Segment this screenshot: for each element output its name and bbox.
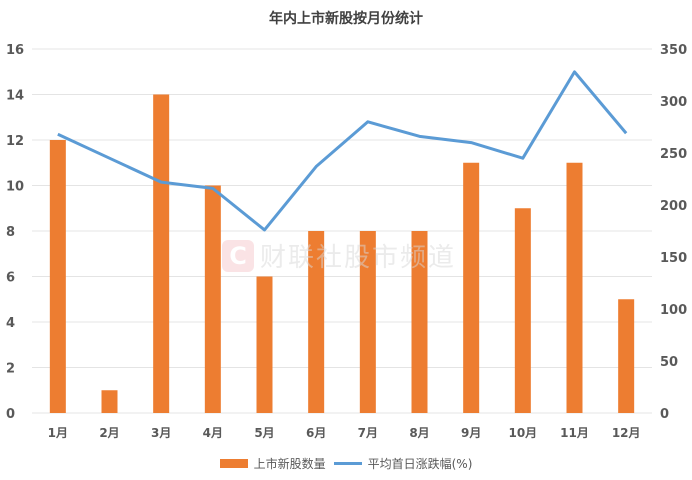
watermark: C 财联社股市频道 — [222, 237, 456, 274]
right-axis-ticks: 0 50 100 150 200 250 300 350 — [660, 43, 687, 422]
right-tick-label: 50 — [660, 355, 678, 370]
line-swatch-icon — [333, 462, 362, 465]
right-tick-label: 100 — [660, 303, 687, 318]
chart-title: 年内上市新股按月份统计 — [269, 11, 423, 27]
right-tick-label: 300 — [660, 95, 687, 110]
legend-line-label: 平均首日涨跌幅(%) — [367, 457, 473, 471]
x-tick-label: 11月 — [560, 426, 589, 440]
left-tick-label: 12 — [6, 134, 24, 149]
left-tick-label: 10 — [6, 180, 24, 195]
bar[interactable] — [101, 390, 118, 413]
left-tick-label: 16 — [6, 43, 24, 58]
left-tick-label: 8 — [6, 225, 15, 240]
right-tick-label: 200 — [660, 199, 687, 214]
bar[interactable] — [49, 140, 66, 413]
left-axis-ticks: 0 2 4 6 8 10 12 14 16 — [6, 43, 24, 422]
bar[interactable] — [359, 231, 376, 413]
bar[interactable] — [308, 231, 325, 413]
left-tick-label: 6 — [6, 271, 15, 286]
gridlines — [32, 48, 652, 414]
left-tick-label: 4 — [6, 316, 15, 331]
bar[interactable] — [204, 185, 221, 414]
right-tick-label: 250 — [660, 147, 687, 162]
x-tick-label: 3月 — [151, 426, 171, 440]
bar[interactable] — [153, 94, 170, 414]
x-tick-label: 8月 — [409, 426, 429, 440]
left-tick-label: 0 — [6, 407, 15, 422]
x-tick-label: 1月 — [48, 426, 68, 440]
right-tick-label: 150 — [660, 251, 687, 266]
legend-item-line[interactable]: 平均首日涨跌幅(%) — [333, 455, 473, 472]
x-axis-ticks: 1月 2月 3月 4月 5月 6月 7月 8月 9月 10月 11月 12月 — [48, 426, 641, 440]
x-tick-label: 12月 — [612, 426, 641, 440]
legend: 上市新股数量 平均首日涨跌幅(%) — [0, 455, 692, 472]
legend-bar-label: 上市新股数量 — [253, 457, 326, 471]
x-tick-label: 2月 — [99, 426, 119, 440]
watermark-logo-icon: C — [222, 239, 254, 272]
left-tick-label: 2 — [6, 362, 15, 377]
bar[interactable] — [411, 231, 428, 413]
bar[interactable] — [463, 162, 480, 413]
legend-item-bar[interactable]: 上市新股数量 — [219, 455, 326, 472]
watermark-text: 财联社股市频道 — [260, 243, 457, 273]
bar[interactable] — [514, 208, 531, 413]
x-tick-label: 5月 — [254, 426, 274, 440]
bar[interactable] — [256, 276, 273, 414]
bar[interactable] — [618, 299, 635, 413]
bar[interactable] — [566, 162, 583, 413]
x-tick-label: 4月 — [203, 426, 223, 440]
bar-swatch-icon — [219, 459, 248, 468]
right-tick-label: 0 — [660, 407, 669, 422]
line-series — [57, 70, 628, 232]
x-tick-label: 9月 — [461, 426, 481, 440]
x-tick-label: 7月 — [358, 426, 378, 440]
x-tick-label: 10月 — [508, 426, 537, 440]
left-tick-label: 14 — [6, 89, 24, 104]
line-path[interactable] — [57, 70, 628, 232]
x-tick-label: 6月 — [306, 426, 326, 440]
right-tick-label: 350 — [660, 43, 687, 58]
bar-series — [49, 94, 635, 414]
